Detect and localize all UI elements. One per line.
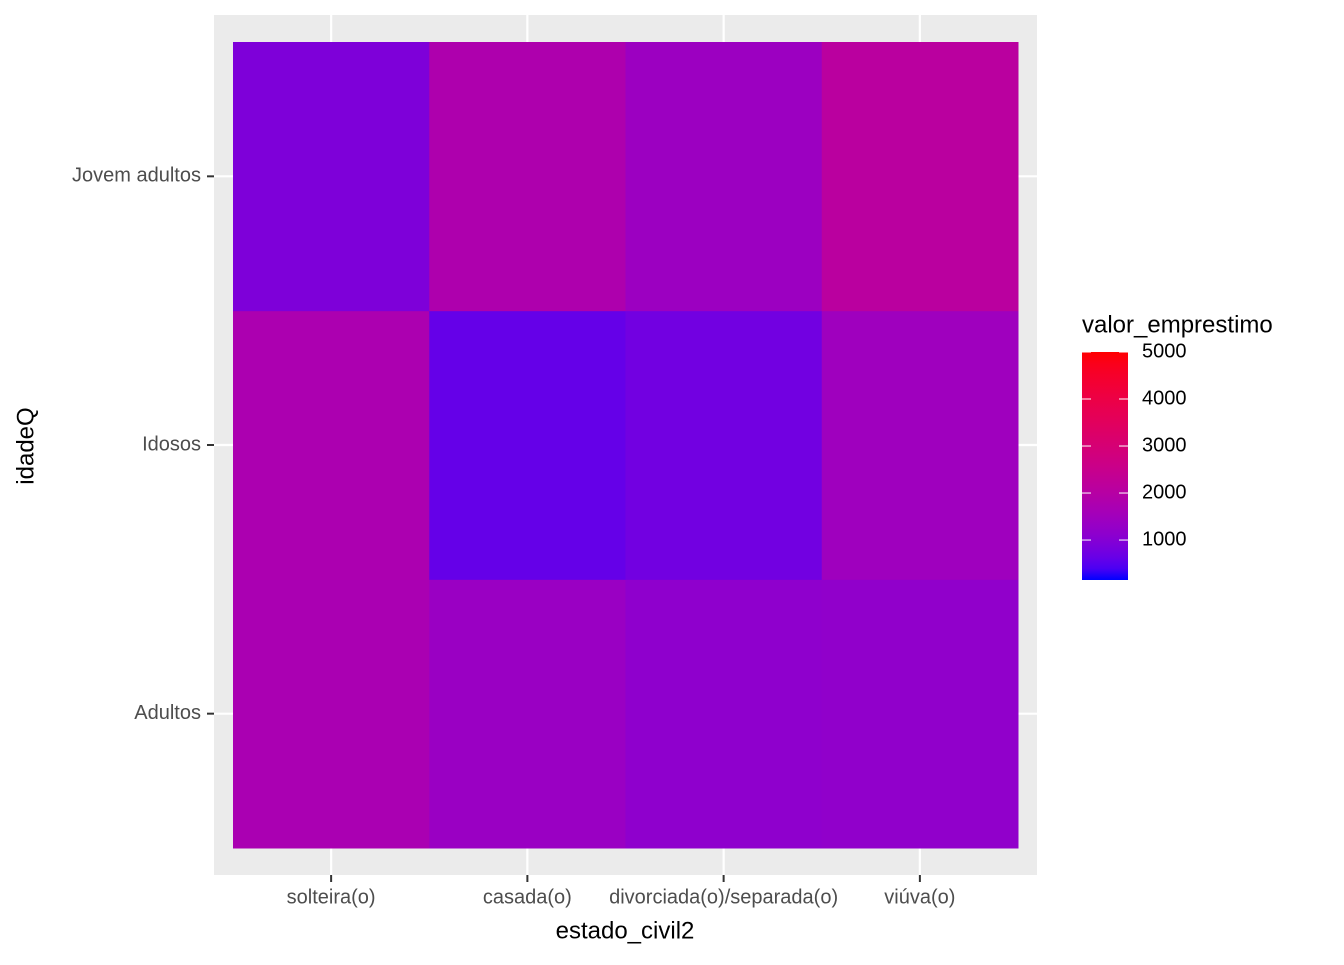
- tile: [625, 310, 823, 580]
- tile: [821, 579, 1019, 849]
- colorbar-label: 4000: [1142, 387, 1187, 409]
- x-tick-label: divorciada(o)/separada(o): [609, 886, 838, 908]
- colorbar-label: 5000: [1142, 340, 1187, 362]
- tile: [625, 579, 823, 849]
- tile: [233, 579, 430, 849]
- x-axis-title: estado_civil2: [556, 917, 695, 944]
- y-tick-label: Adultos: [134, 702, 201, 724]
- y-tick-label: Idosos: [142, 433, 201, 455]
- x-tick-label: viúva(o): [884, 886, 955, 908]
- x-tick-label: casada(o): [483, 886, 572, 908]
- tile: [821, 42, 1019, 312]
- tile: [821, 310, 1019, 580]
- tile: [233, 310, 430, 580]
- colorbar: [1082, 352, 1128, 580]
- tile: [625, 42, 823, 312]
- y-axis-title: idadeQ: [12, 407, 39, 484]
- tile: [233, 42, 430, 312]
- x-tick-label: solteira(o): [287, 886, 376, 908]
- legend-title: valor_emprestimo: [1082, 311, 1273, 338]
- colorbar-label: 2000: [1142, 481, 1187, 503]
- y-tick-label: Jovem adultos: [72, 165, 201, 187]
- colorbar-label: 3000: [1142, 434, 1187, 456]
- tile: [429, 579, 626, 849]
- tile: [429, 310, 626, 580]
- colorbar-label: 1000: [1142, 528, 1187, 550]
- tile: [429, 42, 626, 312]
